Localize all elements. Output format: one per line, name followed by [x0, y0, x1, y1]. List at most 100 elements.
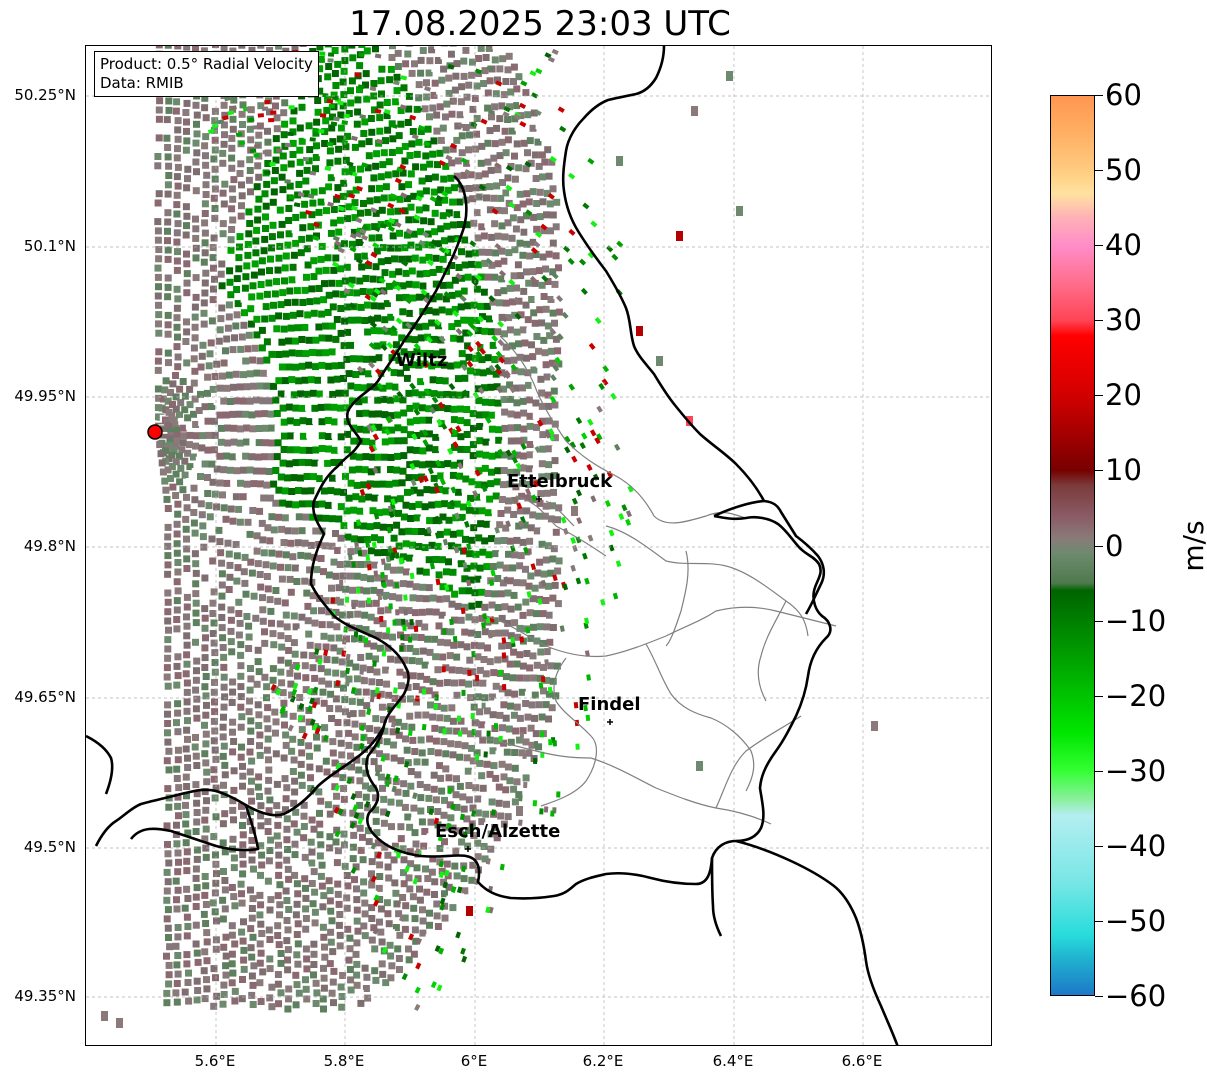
echo-speckle-cell: [423, 388, 431, 396]
echo-cell: [173, 229, 181, 237]
echo-cell: [305, 742, 313, 750]
echo-cell: [276, 620, 284, 628]
echo-speckle-cell: [368, 361, 376, 369]
echo-cell: [277, 563, 284, 571]
echo-cell: [496, 711, 504, 719]
echo-speckle-cell: [372, 466, 379, 474]
echo-cell: [298, 458, 306, 466]
echo-speckle-cell: [393, 687, 398, 694]
echo-cell: [375, 410, 382, 418]
echo-cell: [370, 890, 378, 898]
echo-cell: [419, 256, 427, 264]
echo-cell: [471, 616, 479, 624]
echo-cell: [344, 430, 351, 438]
echo-cell: [555, 360, 563, 368]
echo-cell: [271, 708, 279, 716]
echo-cell: [473, 493, 481, 501]
echo-cell: [339, 254, 347, 262]
echo-cell: [385, 874, 393, 882]
echo-cell: [533, 333, 541, 340]
echo-cell: [502, 786, 510, 794]
echo-cell: [237, 672, 245, 680]
echo-cell: [202, 133, 210, 141]
echo-cell: [434, 500, 442, 508]
echo-cell: [291, 871, 299, 879]
echo-cell: [436, 762, 443, 770]
echo-cell: [332, 608, 340, 616]
echo-speckle-cell: [254, 144, 261, 149]
map-area[interactable]: [85, 45, 992, 1046]
echo-cell: [201, 788, 209, 796]
echo-speckle-cell: [414, 1003, 421, 1012]
echo-cell: [358, 140, 366, 148]
echo-cell: [327, 938, 335, 946]
echo-cell: [226, 278, 234, 286]
echo-cell: [245, 645, 253, 652]
echo-cell: [480, 208, 488, 216]
echo-cell: [229, 912, 237, 920]
echo-cell: [155, 311, 163, 319]
echo-cell: [543, 189, 551, 197]
echo-cell: [494, 451, 502, 459]
echo-cell: [361, 252, 369, 260]
echo-speckle-cell: [355, 217, 363, 224]
echo-speckle-cell: [343, 287, 351, 295]
echo-speckle-cell: [520, 80, 528, 87]
echo-speckle-cell: [508, 278, 516, 286]
echo-cell: [419, 647, 427, 655]
echo-speckle-cell: [359, 114, 367, 120]
echo-cell: [363, 506, 371, 514]
echo-cell: [370, 327, 378, 335]
echo-cell: [514, 437, 522, 445]
echo-cell: [396, 195, 404, 203]
echo-cell: [237, 683, 245, 691]
echo-cell: [358, 600, 366, 608]
echo-cell: [522, 774, 530, 782]
echo-cell: [302, 976, 309, 984]
echo-cell: [541, 512, 549, 520]
echo-cell: [504, 66, 512, 74]
echo-cell: [294, 890, 302, 898]
echo-cell: [336, 931, 344, 939]
echo-cell: [551, 581, 559, 589]
echo-cell: [372, 46, 379, 53]
echo-cell: [453, 361, 461, 369]
echo-cell: [416, 190, 424, 198]
echo-cell: [405, 105, 413, 113]
echo-cell: [471, 641, 478, 649]
echo-cell: [462, 475, 470, 483]
echo-cell: [510, 63, 518, 71]
echo-cell: [295, 989, 303, 997]
echo-cell: [361, 757, 369, 765]
echo-cell: [342, 472, 349, 480]
echo-cell: [480, 829, 488, 837]
echo-cell: [282, 551, 290, 559]
echo-cell: [232, 322, 240, 330]
echo-cell: [478, 93, 486, 101]
echo-cell: [324, 254, 332, 262]
echo-cell: [204, 474, 211, 481]
echo-cell: [164, 636, 172, 644]
colorbar-tick-label: 60: [1105, 78, 1142, 112]
echo-cell: [204, 490, 212, 497]
echo-cell: [511, 764, 519, 772]
echo-cell: [514, 261, 522, 269]
echo-cell: [356, 801, 364, 809]
echo-cell: [539, 173, 546, 181]
echo-cell: [392, 479, 400, 487]
echo-cell: [445, 308, 453, 316]
echo-cell: [367, 115, 375, 122]
echo-cell: [259, 968, 267, 976]
echo-cell: [362, 793, 370, 801]
echo-cell: [476, 708, 484, 716]
echo-cell: [191, 395, 199, 403]
echo-cell: [308, 487, 315, 495]
echo-cell: [416, 567, 424, 575]
echo-cell: [183, 792, 190, 800]
echo-cell: [458, 679, 466, 687]
echo-cell: [501, 207, 508, 215]
echo-cell: [193, 714, 201, 722]
echo-cell: [465, 185, 473, 192]
echo-speckle-cell: [534, 741, 539, 748]
echo-cell: [221, 810, 229, 818]
